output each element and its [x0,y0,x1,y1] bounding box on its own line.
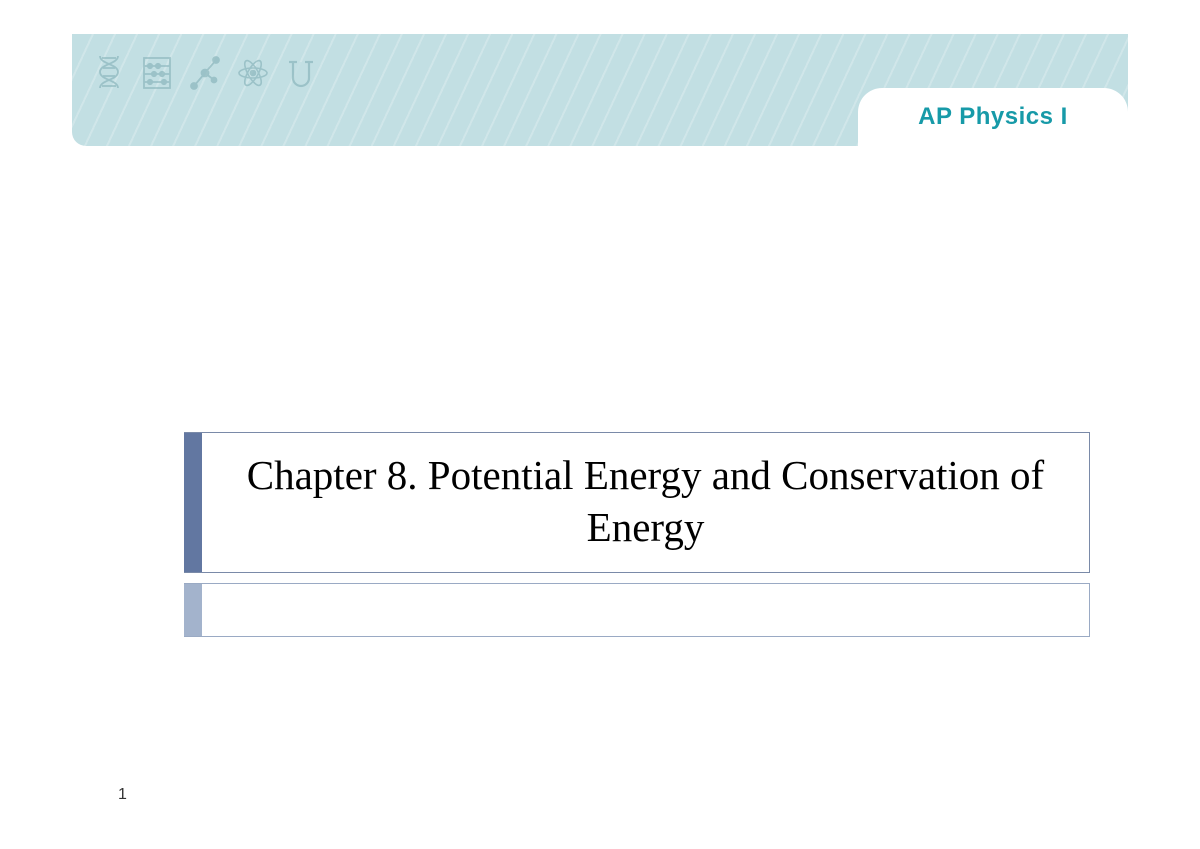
icon-row [92,54,318,97]
slide-title: Chapter 8. Potential Energy and Conserva… [202,433,1089,572]
subtitle-accent-bar [184,584,202,636]
title-box: Chapter 8. Potential Energy and Conserva… [184,432,1090,573]
molecule-icon [188,54,222,97]
atom-icon [236,54,270,97]
title-accent-bar [184,433,202,572]
header-band: AP Physics I [72,34,1128,146]
subtitle-box [184,583,1090,637]
slide-subtitle [202,584,1089,636]
course-label: AP Physics I [918,103,1068,131]
magnet-icon [284,54,318,97]
course-tab: AP Physics I [858,88,1128,146]
title-block: Chapter 8. Potential Energy and Conserva… [184,432,1090,637]
page-number: 1 [118,786,127,804]
abacus-icon [140,54,174,97]
dna-icon [92,54,126,97]
